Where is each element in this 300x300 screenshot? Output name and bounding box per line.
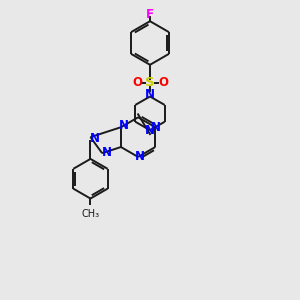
Text: N: N [89,132,99,145]
Text: N: N [151,121,161,134]
Text: N: N [145,88,155,101]
Text: N: N [102,146,112,159]
Text: N: N [135,150,145,164]
Text: S: S [145,76,155,89]
Text: F: F [146,8,154,21]
Text: O: O [158,76,168,89]
Text: O: O [132,76,142,89]
Text: CH₃: CH₃ [81,209,100,219]
Text: N: N [145,124,155,137]
Text: N: N [119,119,129,132]
